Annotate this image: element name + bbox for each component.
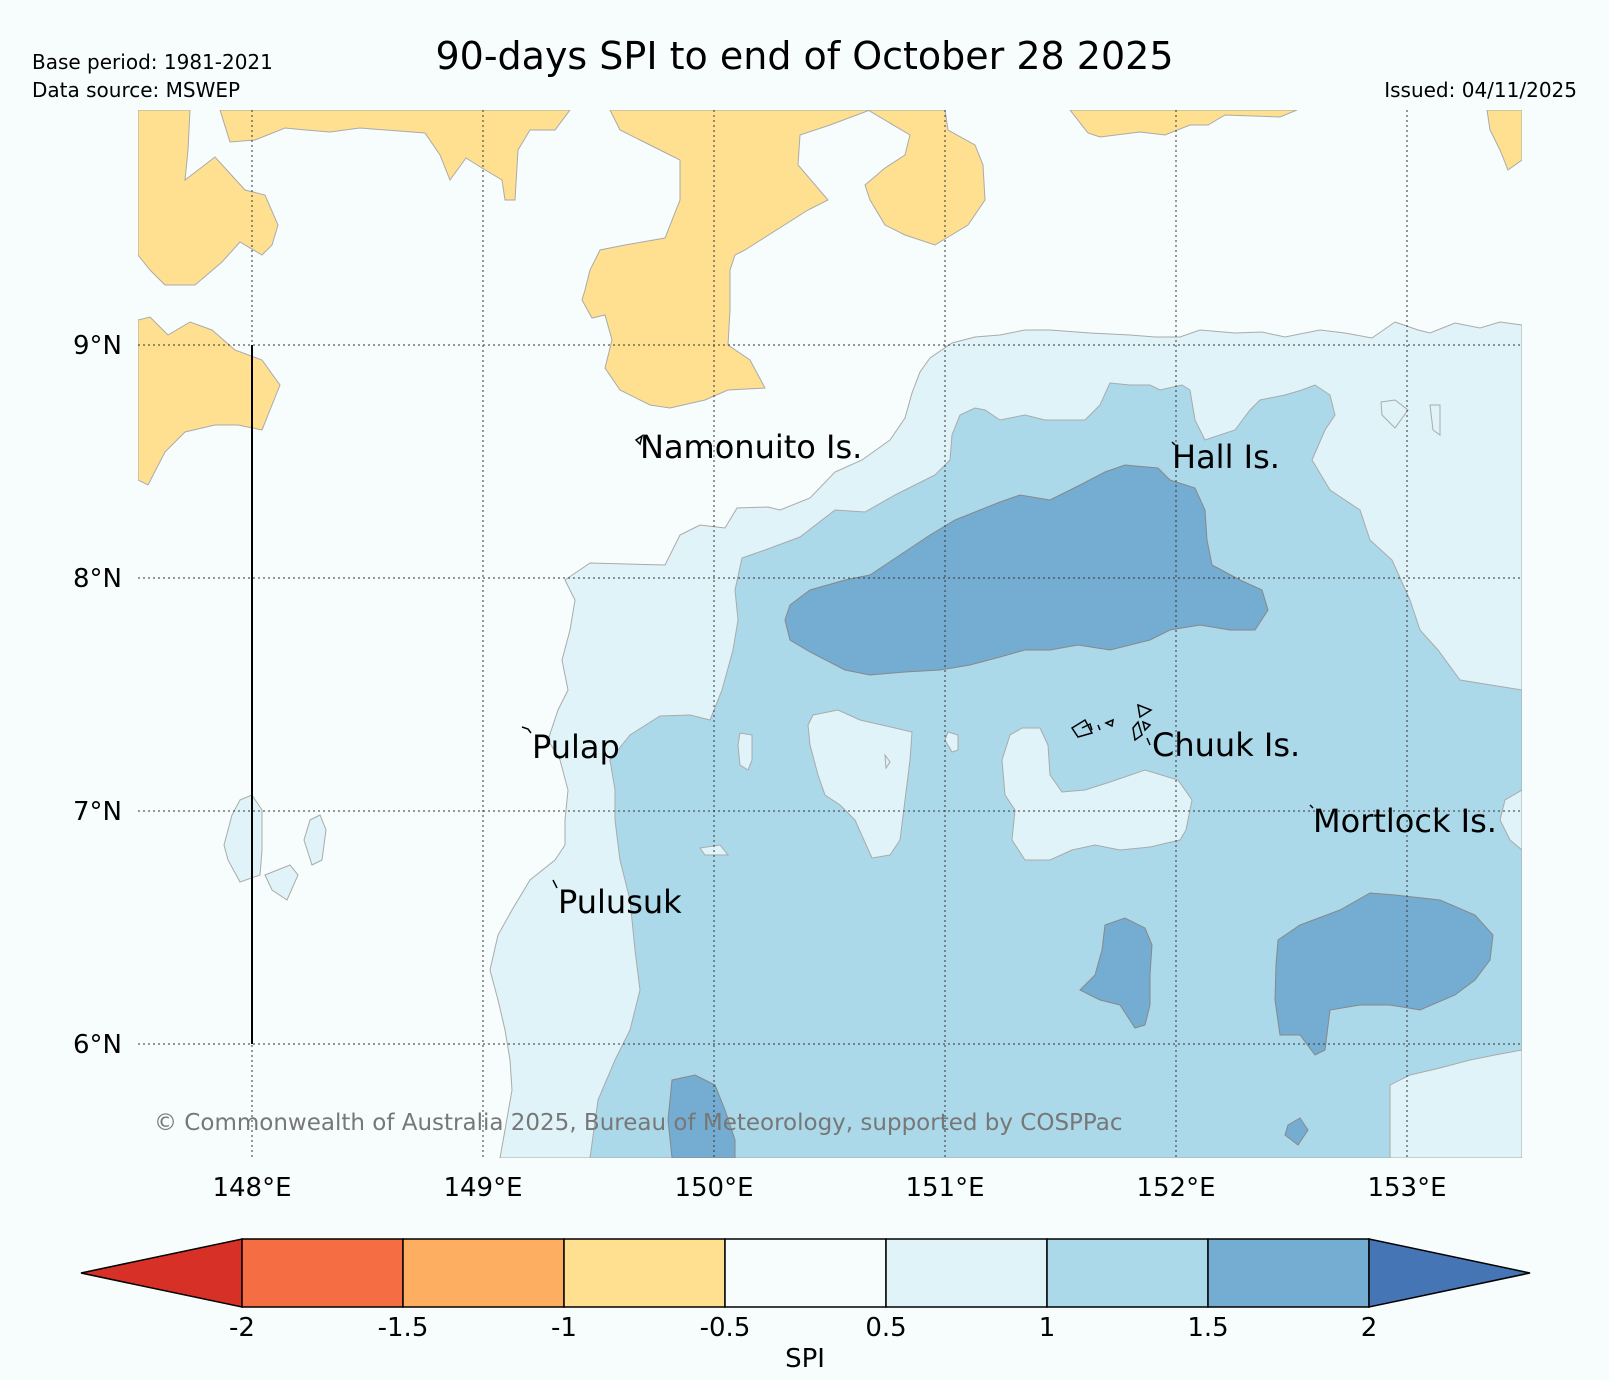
map-title: 90-days SPI to end of October 28 2025: [435, 34, 1174, 78]
base-period-note: Base period: 1981-2021: [32, 50, 273, 74]
label-pulap: Pulap: [532, 728, 620, 766]
spi-contour-layer: [138, 110, 1522, 1158]
lon-labels: 148°E 149°E 150°E 151°E 152°E 153°E: [212, 1173, 1446, 1203]
lon-label-152: 152°E: [1136, 1173, 1215, 1203]
cb-tick-neg1: -1: [551, 1313, 577, 1343]
label-mortlock: Mortlock Is.: [1313, 802, 1497, 840]
colorbar-extend-low: [80, 1238, 243, 1308]
mortlock-island: [1309, 804, 1314, 809]
label-namonuito: Namonuito Is.: [640, 428, 862, 466]
issued-date: Issued: 04/11/2025: [1384, 78, 1577, 102]
label-chuuk: Chuuk Is.: [1152, 726, 1300, 764]
colorbar-bin-2: [402, 1238, 565, 1308]
cb-tick-1: 1: [1039, 1313, 1056, 1343]
lon-label-148: 148°E: [212, 1173, 291, 1203]
spi-1.5-2-region: [667, 464, 1494, 1158]
colorbar-extend-high: [1368, 1238, 1531, 1308]
label-hall: Hall Is.: [1172, 438, 1280, 476]
island-outlines: [521, 434, 1314, 889]
cb-tick-neg2: -2: [229, 1313, 255, 1343]
lon-label-151: 151°E: [905, 1173, 984, 1203]
cb-tick-2: 2: [1361, 1313, 1378, 1343]
colorbar-label: SPI: [785, 1344, 825, 1374]
colorbar-bin-7: [1207, 1238, 1370, 1308]
lon-label-149: 149°E: [443, 1173, 522, 1203]
cb-tick-neg1-5: -1.5: [378, 1313, 429, 1343]
colorbar-bin-6: [1046, 1238, 1209, 1308]
cb-tick-1-5: 1.5: [1187, 1313, 1228, 1343]
colorbar-bin-1: [241, 1238, 404, 1308]
pulusuk-island: [552, 879, 558, 889]
spi-0.5-1-pockets: [699, 399, 1522, 1158]
colorbar-ticks: -2 -1.5 -1 -0.5 0.5 1 1.5 2 SPI: [229, 1313, 1377, 1374]
lat-label-8: 8°N: [73, 564, 122, 594]
gridlines: [138, 110, 1522, 1158]
lon-label-150: 150°E: [674, 1173, 753, 1203]
chuuk-islands: [1070, 703, 1153, 746]
dry-areas: [138, 110, 1522, 486]
lat-label-9: 9°N: [73, 331, 122, 361]
cb-tick-0-5: 0.5: [865, 1313, 906, 1343]
colorbar: [80, 1238, 1531, 1308]
place-labels: Namonuito Is. Hall Is. Pulap Chuuk Is. M…: [532, 428, 1497, 921]
lat-label-6: 6°N: [73, 1030, 122, 1060]
hall-island: [1171, 441, 1176, 446]
cb-tick-neg0-5: -0.5: [700, 1313, 751, 1343]
colorbar-bin-5: [885, 1238, 1048, 1308]
lat-labels: 9°N 8°N 7°N 6°N: [73, 331, 122, 1060]
lat-label-7: 7°N: [73, 797, 122, 827]
label-pulusuk: Pulusuk: [558, 883, 682, 921]
copyright-notice: © Commonwealth of Australia 2025, Bureau…: [154, 1110, 1123, 1136]
colorbar-bin-3: [563, 1238, 726, 1308]
lon-label-153: 153°E: [1367, 1173, 1446, 1203]
data-source-note: Data source: MSWEP: [32, 78, 241, 102]
colorbar-bin-4: [724, 1238, 887, 1308]
namonuito-island: [634, 434, 644, 446]
pulap-island: [521, 726, 532, 734]
